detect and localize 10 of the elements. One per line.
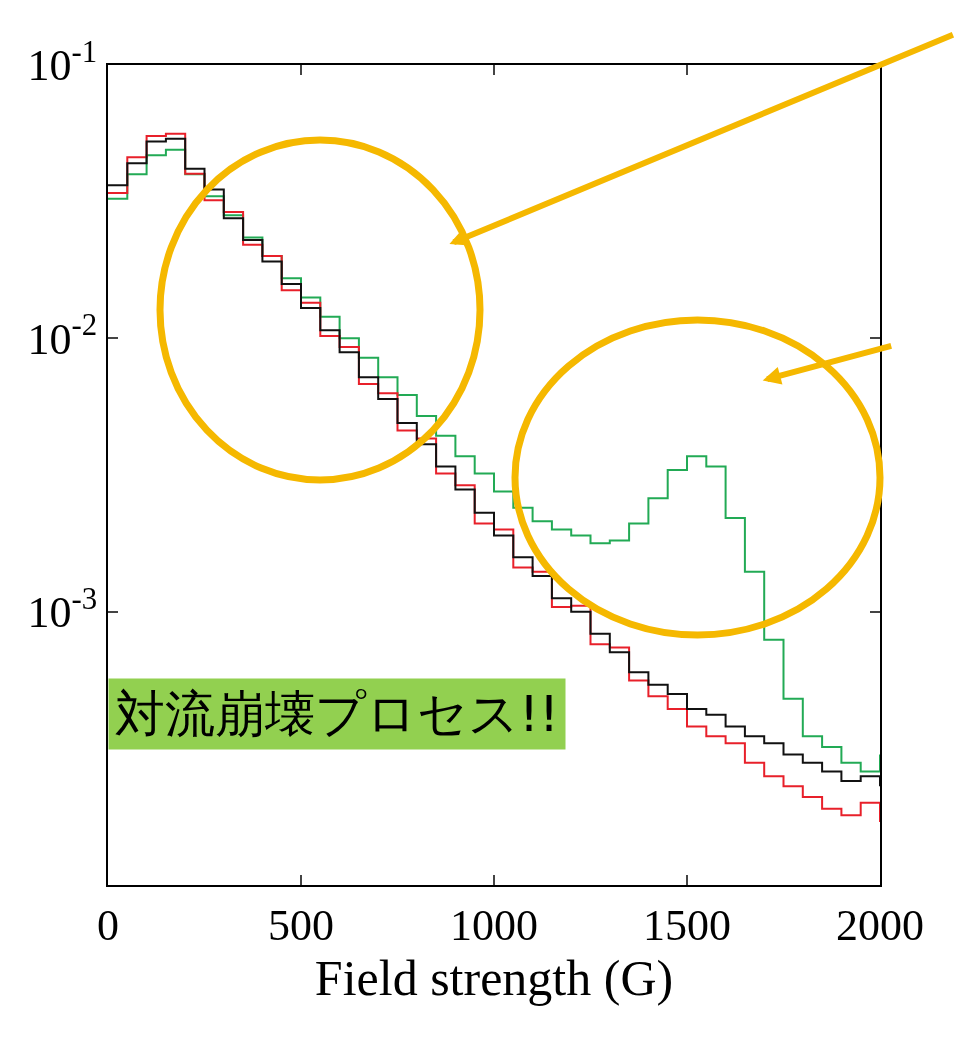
- annotation: 対流崩壊プロセス!!: [115, 685, 560, 743]
- y-tick-label: 10$^{-3}$: [27, 581, 98, 638]
- x-tick-label: 0: [97, 900, 119, 950]
- y-tick-label: 10$^{-2}$: [27, 308, 98, 364]
- x-tick-label: 1500: [643, 900, 731, 950]
- x-tick-label: 1000: [450, 900, 538, 950]
- x-tick-label: 2000: [836, 900, 924, 950]
- x-axis-title: Field strength (G): [314, 949, 674, 1006]
- x-tick-label: 500: [268, 900, 334, 950]
- y-tick-label: 10$^{-1}$: [27, 34, 98, 91]
